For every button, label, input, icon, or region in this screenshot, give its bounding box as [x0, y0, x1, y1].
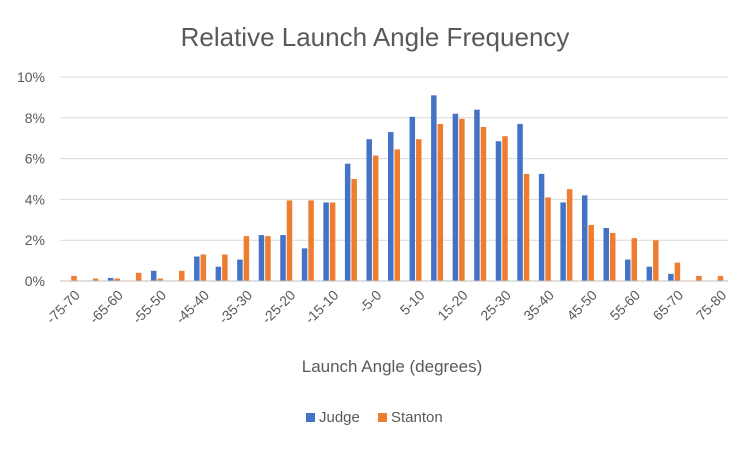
bar-judge	[258, 235, 265, 281]
bar-stanton	[265, 236, 271, 281]
bar-judge	[560, 202, 566, 281]
bar-judge	[150, 270, 157, 281]
x-tick-label: 75-80	[693, 287, 730, 324]
gridlines	[60, 76, 728, 241]
x-tick-label: -45-40	[172, 287, 212, 327]
bar-judge	[388, 132, 394, 281]
bars	[71, 95, 724, 281]
bar-stanton	[674, 262, 681, 281]
bar-stanton	[222, 254, 228, 281]
bar-judge	[431, 95, 437, 281]
bar-stanton	[157, 278, 163, 281]
y-tick-label: 8%	[25, 110, 45, 126]
x-axis-title: Launch Angle (degrees)	[302, 357, 483, 376]
bar-stanton	[372, 155, 379, 281]
bar-stanton	[696, 275, 702, 281]
bar-stanton	[459, 118, 465, 281]
bar-stanton	[416, 139, 422, 281]
bar-judge	[538, 173, 545, 281]
bar-stanton	[631, 238, 638, 281]
bar-stanton	[609, 233, 616, 281]
bar-judge	[495, 141, 502, 281]
bar-stanton	[71, 275, 77, 281]
x-tick-label: 5-10	[397, 287, 428, 318]
bar-judge	[237, 259, 243, 281]
bar-stanton	[351, 179, 357, 281]
bar-judge	[280, 235, 286, 281]
bar-judge	[581, 195, 588, 281]
bar-stanton	[588, 224, 594, 281]
x-tick-label: 65-70	[650, 287, 687, 324]
bar-stanton	[653, 240, 659, 281]
bar-stanton	[523, 173, 530, 281]
bar-stanton	[308, 200, 314, 281]
x-tick-label: -75-70	[43, 287, 83, 327]
y-tick-label: 6%	[25, 151, 45, 167]
legend-swatch-judge	[306, 413, 315, 422]
bar-stanton	[135, 272, 142, 281]
bar-stanton	[717, 275, 724, 281]
x-tick-label: 15-20	[434, 287, 471, 324]
x-tick-label: -65-60	[86, 287, 126, 327]
bar-judge	[452, 113, 459, 281]
x-tick-label: 35-40	[520, 287, 557, 324]
y-tick-label: 10%	[17, 69, 45, 85]
bar-judge	[668, 273, 674, 281]
x-tick-label: 25-30	[477, 287, 514, 324]
y-tick-label: 4%	[25, 191, 45, 207]
bar-stanton	[480, 126, 487, 281]
x-tick-label: -5-0	[356, 287, 385, 316]
x-tick-label: -15-10	[302, 287, 342, 327]
x-tick-label: -55-50	[129, 287, 169, 327]
bar-stanton	[92, 278, 99, 281]
y-tick-label: 2%	[25, 232, 45, 248]
legend-swatch-stanton	[378, 413, 387, 422]
bar-judge	[323, 202, 329, 281]
x-tick-label: -25-20	[258, 287, 298, 327]
x-axis-ticks: -75-70 -65-60 -55-50 -45-40 -35-30 -25-20 -15-…	[43, 287, 730, 327]
bar-judge	[194, 256, 200, 281]
bar-stanton	[200, 254, 207, 281]
bar-stanton	[545, 197, 551, 281]
bar-judge	[215, 266, 222, 281]
bar-judge	[107, 277, 114, 281]
bar-stanton	[329, 202, 336, 281]
bar-stanton	[286, 200, 293, 281]
bar-judge	[603, 227, 609, 281]
x-tick-label: 55-60	[607, 287, 644, 324]
bar-judge	[517, 123, 523, 281]
bar-judge	[646, 266, 653, 281]
legend-label-judge: Judge	[319, 409, 360, 426]
bar-stanton	[179, 270, 185, 281]
bar-stanton	[437, 123, 444, 281]
bar-judge	[366, 139, 372, 281]
legend-label-stanton: Stanton	[391, 409, 443, 426]
bar-stanton	[566, 189, 573, 281]
bar-judge	[344, 163, 351, 281]
bar-judge	[409, 116, 416, 281]
x-tick-label: 45-50	[563, 287, 600, 324]
x-tick-label: -35-30	[215, 287, 255, 327]
chart-title: Relative Launch Angle Frequency	[181, 22, 570, 52]
y-tick-label: 0%	[25, 273, 45, 289]
bar-stanton	[114, 278, 120, 281]
y-axis-ticks: 0% 2% 4% 6% 8% 10%	[17, 69, 45, 289]
bar-stanton	[243, 236, 250, 281]
bar-stanton	[394, 149, 400, 281]
bar-stanton	[502, 136, 508, 281]
bar-judge	[301, 248, 308, 281]
bar-judge	[625, 259, 631, 281]
legend: Judge Stanton	[306, 409, 443, 426]
bar-judge	[474, 109, 480, 281]
